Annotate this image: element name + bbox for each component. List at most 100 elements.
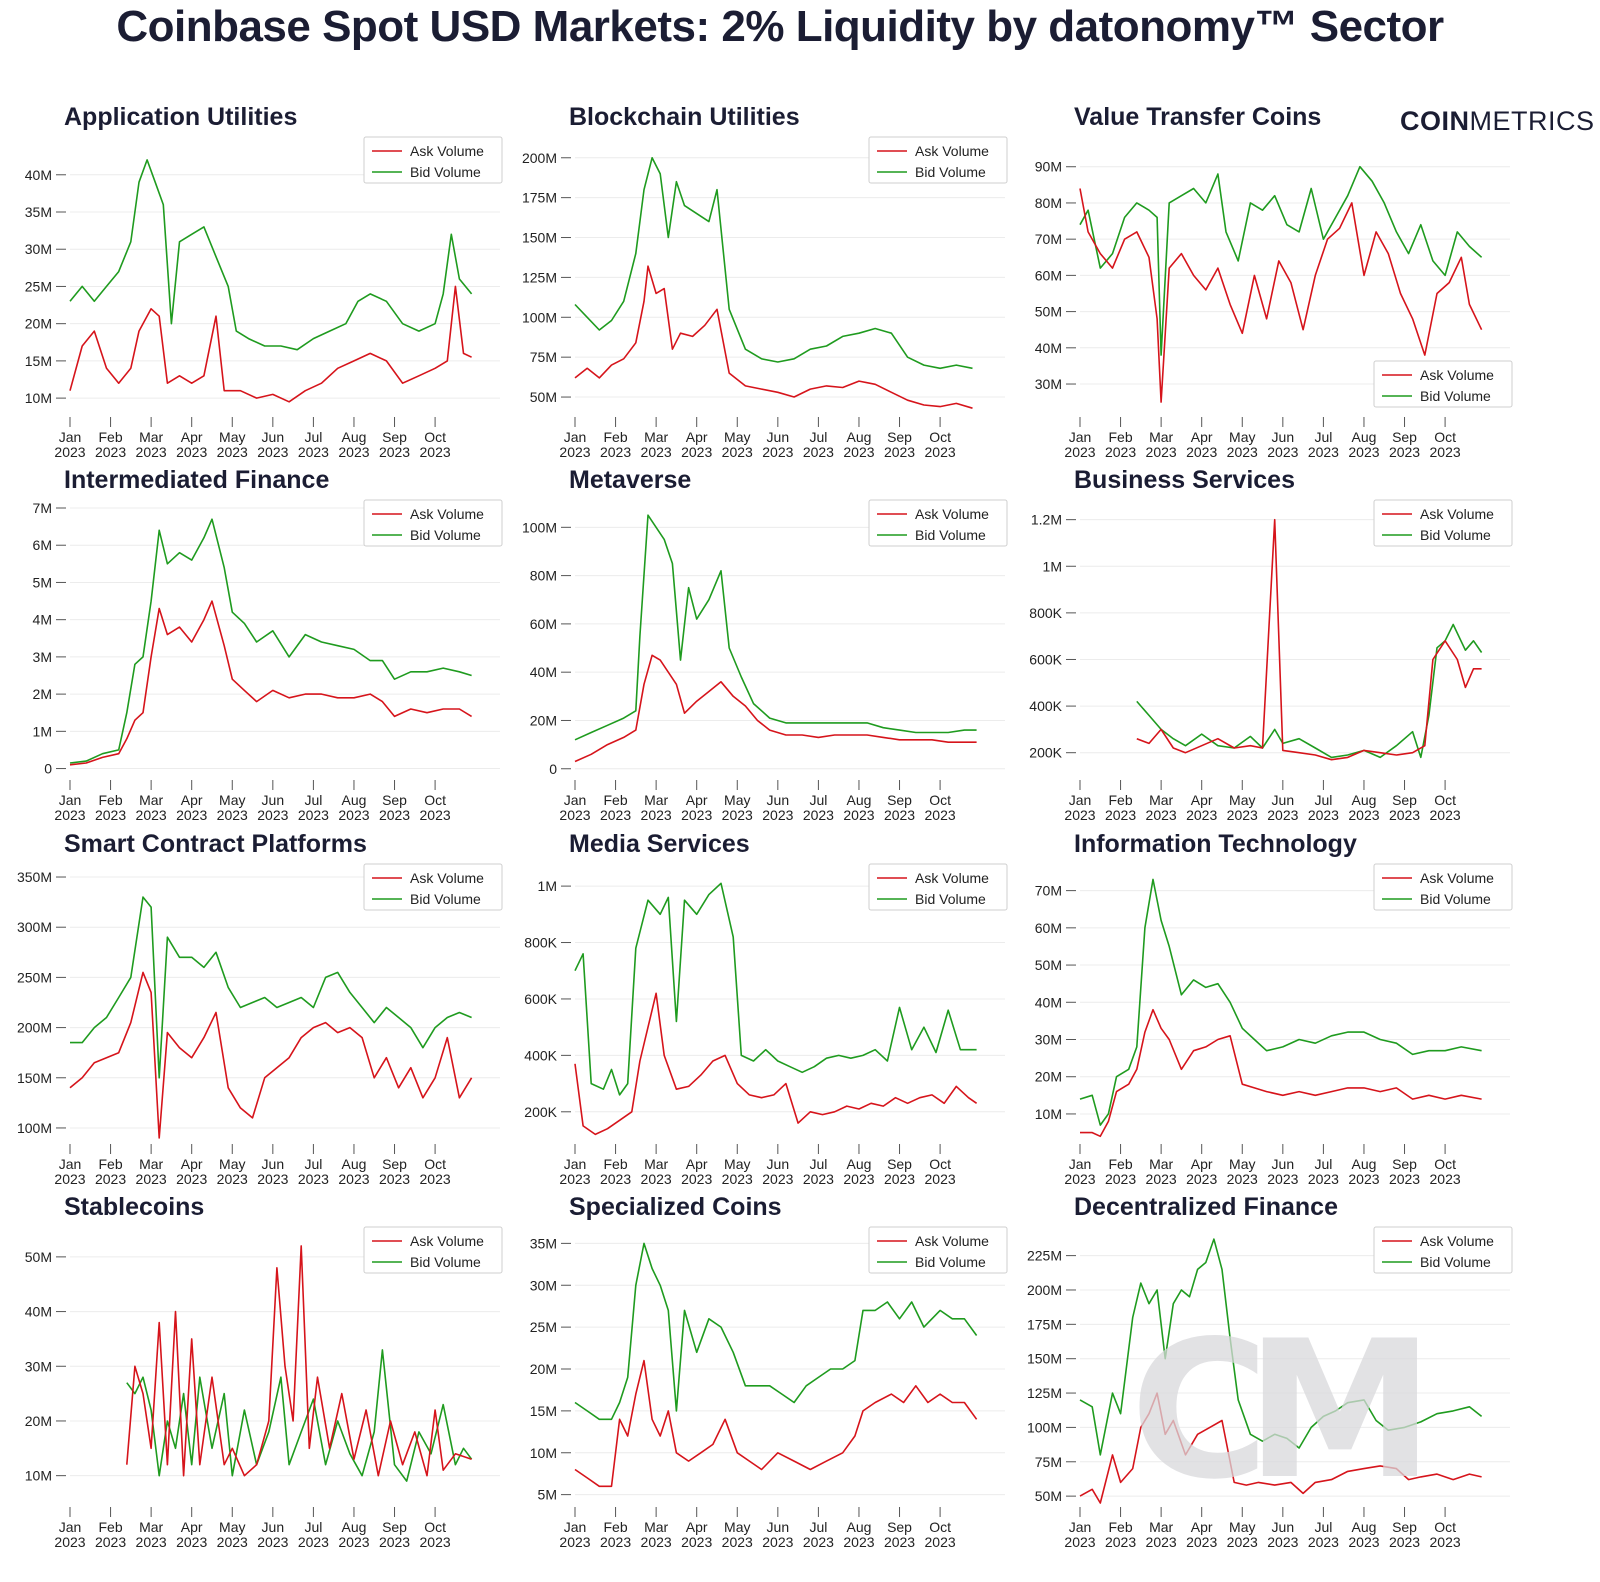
x-tick-label-month: Apr xyxy=(1191,429,1213,445)
y-tick-label: 20M xyxy=(25,316,52,332)
legend-label: Ask Volume xyxy=(410,1233,484,1249)
series-line-ask-volume xyxy=(574,654,977,763)
legend-label: Ask Volume xyxy=(915,506,989,522)
chart-panel-intermediated-finance: Intermediated Finance 0 1M 2M 3M 4M 5M 6M 7M Jan 2… xyxy=(0,458,520,833)
y-tick-label: 20M xyxy=(25,1413,52,1429)
y-tick-label: 800K xyxy=(524,935,557,951)
x-tick-label-month: Mar xyxy=(644,1519,668,1535)
y-tick-label: 40M xyxy=(530,664,557,680)
x-tick-label-month: Mar xyxy=(139,429,163,445)
x-tick-label-month: May xyxy=(219,429,245,445)
legend-label: Ask Volume xyxy=(915,143,989,159)
legend-label: Ask Volume xyxy=(1420,367,1494,383)
x-tick-label-year: 2023 xyxy=(925,1534,956,1550)
chart-title: Metaverse xyxy=(569,466,691,494)
legend-label: Ask Volume xyxy=(1420,506,1494,522)
legend-label: Bid Volume xyxy=(410,891,481,907)
y-tick-label: 200M xyxy=(17,1020,52,1036)
x-tick-label-month: Apr xyxy=(1191,792,1213,808)
x-tick-label-month: Apr xyxy=(686,792,708,808)
legend-label: Ask Volume xyxy=(410,143,484,159)
series-line-ask-volume xyxy=(1079,1392,1482,1504)
legend-label: Ask Volume xyxy=(410,870,484,886)
x-tick-label-month: Feb xyxy=(99,792,123,808)
chart-svg: Intermediated Finance01M2M3M4M5M6M7MJan2… xyxy=(33,466,503,823)
legend-label: Bid Volume xyxy=(915,164,986,180)
x-tick-label-year: 2023 xyxy=(176,1171,207,1187)
y-tick-label: 225M xyxy=(1027,1248,1062,1264)
x-tick-label-month: Oct xyxy=(929,1156,951,1172)
x-tick-label-month: Feb xyxy=(1109,1156,1133,1172)
chart-panel-media-services: Media Services 200K 400K 600K 800K 1M Jan 2023 F… xyxy=(505,822,1025,1197)
x-tick-label-year: 2023 xyxy=(298,1171,329,1187)
chart-title: Blockchain Utilities xyxy=(569,103,800,131)
x-tick-label-year: 2023 xyxy=(298,1534,329,1550)
y-tick-label: 80M xyxy=(530,568,557,584)
x-tick-label-year: 2023 xyxy=(1227,807,1258,823)
chart-svg: Blockchain Utilities 50M 75M 100M 125M 150M 17… xyxy=(522,103,1008,460)
x-tick-label-month: Jun xyxy=(1272,792,1295,808)
x-tick-label-year: 2023 xyxy=(1267,444,1298,460)
x-tick-label-year: 2023 xyxy=(54,1171,85,1187)
y-tick-label: 400K xyxy=(1029,698,1062,714)
x-tick-label-month: Jan xyxy=(564,1156,587,1172)
x-tick-label-year: 2023 xyxy=(95,1534,126,1550)
x-tick-label-month: Jul xyxy=(1314,792,1332,808)
series-line-ask-volume xyxy=(1080,1008,1482,1138)
y-tick-label: 30M xyxy=(25,1358,52,1374)
x-tick-label-year: 2023 xyxy=(420,807,451,823)
x-tick-label-month: Apr xyxy=(181,1519,203,1535)
x-tick-label-month: Apr xyxy=(686,1519,708,1535)
x-tick-label-year: 2023 xyxy=(1389,807,1420,823)
chart-title: Decentralized Finance xyxy=(1074,1193,1338,1221)
chart-title: Smart Contract Platforms xyxy=(64,830,367,858)
y-tick-label: 10M xyxy=(1035,1106,1062,1122)
x-tick-label-year: 2023 xyxy=(1146,444,1177,460)
x-tick-label-year: 2023 xyxy=(600,1534,631,1550)
x-tick-label-month: May xyxy=(219,1156,245,1172)
y-tick-label: 7M xyxy=(33,500,52,516)
y-tick-label: 10M xyxy=(25,390,52,406)
y-tick-label: 100M xyxy=(1027,1419,1062,1435)
x-tick-label-year: 2023 xyxy=(1227,444,1258,460)
x-tick-label-year: 2023 xyxy=(559,444,590,460)
x-tick-label-month: Aug xyxy=(342,429,367,445)
x-tick-label-month: Sep xyxy=(887,429,912,445)
legend-label: Bid Volume xyxy=(915,1254,986,1270)
series-line-bid-volume xyxy=(574,1242,978,1421)
x-tick-label-year: 2023 xyxy=(843,444,874,460)
x-tick-label-month: Sep xyxy=(1392,1156,1417,1172)
x-tick-label-month: May xyxy=(724,429,750,445)
chart-svg: Value Transfer Coins 30M 40M 50M 60M 70M 80M 90… xyxy=(1035,103,1513,460)
logo-light-text: METRICS xyxy=(1469,106,1595,136)
x-tick-label-month: Aug xyxy=(1352,1519,1377,1535)
x-tick-label-year: 2023 xyxy=(762,1534,793,1550)
x-tick-label-year: 2023 xyxy=(379,444,410,460)
x-tick-label-year: 2023 xyxy=(136,1171,167,1187)
x-tick-label-year: 2023 xyxy=(1267,1171,1298,1187)
y-tick-label: 200M xyxy=(1027,1282,1062,1298)
x-tick-label-month: Aug xyxy=(1352,792,1377,808)
x-tick-label-month: Jun xyxy=(767,429,790,445)
x-tick-label-month: Jun xyxy=(1272,1519,1295,1535)
chart-panel-business-services: Business Services 200K 400K 600K 800K 1M 1.2M J… xyxy=(1010,458,1530,833)
x-tick-label-year: 2023 xyxy=(641,807,672,823)
page-title: Coinbase Spot USD Markets: 2% Liquidity … xyxy=(116,2,1444,51)
x-tick-label-month: Oct xyxy=(1434,429,1456,445)
x-tick-label-month: Jun xyxy=(767,792,790,808)
y-tick-label: 600K xyxy=(1029,651,1062,667)
x-tick-label-year: 2023 xyxy=(641,1534,672,1550)
x-tick-label-month: Oct xyxy=(929,792,951,808)
y-tick-label: 125M xyxy=(522,269,557,285)
y-tick-label: 30M xyxy=(25,241,52,257)
series-line-bid-volume xyxy=(574,882,977,1096)
chart-svg: Specialized Coins 5M 10M 15M 20M 25M 30M 35M Jan… xyxy=(530,1193,1008,1550)
x-tick-label-year: 2023 xyxy=(762,807,793,823)
y-tick-label: 20M xyxy=(530,712,557,728)
x-tick-label-year: 2023 xyxy=(762,444,793,460)
x-tick-label-month: Feb xyxy=(604,429,628,445)
x-tick-label-month: May xyxy=(724,792,750,808)
x-tick-label-month: Jun xyxy=(767,1519,790,1535)
y-tick-label: 350M xyxy=(17,869,52,885)
x-tick-label-month: Apr xyxy=(181,429,203,445)
